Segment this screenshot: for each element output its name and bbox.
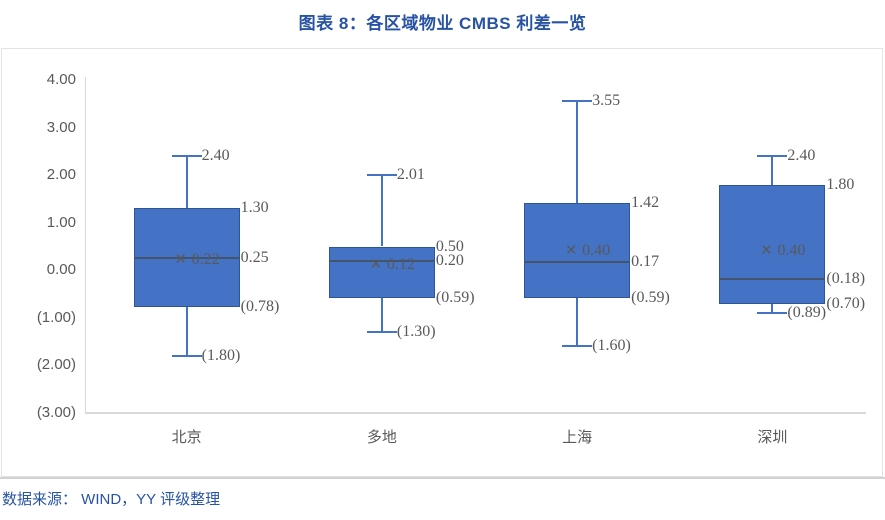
y-axis-tick-label: 0.00 — [46, 261, 76, 279]
whisker-upper-cap — [757, 155, 788, 158]
mean-value-label: 0.12 — [386, 255, 415, 273]
mean-marker: × — [565, 240, 577, 262]
whisker-lower-line — [771, 303, 774, 313]
whisker-low-label: (1.80) — [201, 346, 241, 364]
median-line — [525, 261, 630, 264]
q3-label: 1.30 — [240, 199, 269, 217]
whisker-high-label: 2.40 — [787, 147, 816, 165]
q3-label: 1.42 — [631, 193, 660, 211]
whisker-upper-cap — [171, 155, 202, 158]
whisker-upper-line — [380, 174, 383, 247]
median-label: 0.20 — [435, 251, 464, 269]
whisker-upper-line — [576, 101, 579, 203]
y-axis-tick-label: 2.00 — [46, 166, 76, 184]
whisker-upper-cap — [366, 173, 397, 176]
mean-value-label: 0.40 — [582, 242, 611, 260]
whisker-lower-cap — [757, 311, 788, 314]
figure-title: 图表 8：各区域物业 CMBS 利差一览 — [298, 14, 587, 33]
q1-label: (0.59) — [631, 289, 670, 307]
mean-value-label: 0.40 — [777, 242, 806, 260]
whisker-upper-line — [771, 156, 774, 185]
footer-divider — [0, 477, 885, 479]
mean-marker: × — [760, 240, 772, 262]
mean-marker: × — [370, 253, 382, 275]
q1-label: (0.59) — [435, 289, 475, 307]
box — [524, 202, 631, 299]
median-line — [720, 277, 825, 280]
whisker-lower-line — [185, 307, 188, 356]
whisker-upper-cap — [562, 100, 593, 103]
whisker-lower-cap — [366, 331, 397, 334]
box — [328, 246, 435, 299]
whisker-high-label: 2.01 — [396, 165, 425, 183]
source-note: 数据来源： WIND，YY 评级整理 — [2, 491, 221, 508]
x-axis-category-label: 北京 — [171, 429, 202, 446]
median-line — [134, 257, 239, 260]
median-label: (0.18) — [826, 269, 866, 287]
x-axis-category-label: 多地 — [366, 429, 397, 446]
y-axis-tick-label: 3.00 — [46, 118, 76, 136]
x-axis-category-label: 上海 — [562, 429, 593, 446]
q1-label: (0.78) — [240, 298, 280, 316]
whisker-high-label: 3.55 — [592, 92, 621, 110]
q1-label: (0.70) — [826, 294, 866, 312]
whisker-low-label: (1.30) — [396, 323, 436, 341]
whisker-low-label: (0.89) — [787, 303, 827, 321]
q3-label: 1.80 — [826, 175, 855, 193]
y-axis-tick-label: (2.00) — [36, 356, 76, 374]
mean-marker: × — [175, 248, 187, 270]
median-label: 0.17 — [631, 253, 660, 271]
y-axis-tick-label: 1.00 — [46, 213, 76, 231]
whisker-lower-cap — [562, 345, 593, 348]
median-line — [329, 259, 434, 262]
x-axis-category-label: 深圳 — [757, 429, 788, 446]
whisker-low-label: (1.60) — [592, 337, 631, 355]
y-axis-tick-label: (3.00) — [36, 404, 76, 421]
q3-label: 0.50 — [435, 237, 464, 255]
whisker-upper-line — [185, 156, 188, 209]
y-axis-line — [85, 77, 86, 414]
box — [719, 184, 826, 304]
mean-value-label: 0.22 — [191, 250, 220, 268]
x-axis-line — [85, 412, 866, 414]
whisker-high-label: 2.40 — [201, 147, 230, 165]
whisker-lower-line — [380, 298, 383, 333]
whisker-lower-line — [576, 298, 579, 347]
y-axis-tick-label: 4.00 — [46, 71, 76, 88]
y-axis-tick-label: (1.00) — [36, 308, 76, 326]
median-label: 0.25 — [240, 249, 269, 267]
whisker-lower-cap — [171, 354, 202, 357]
